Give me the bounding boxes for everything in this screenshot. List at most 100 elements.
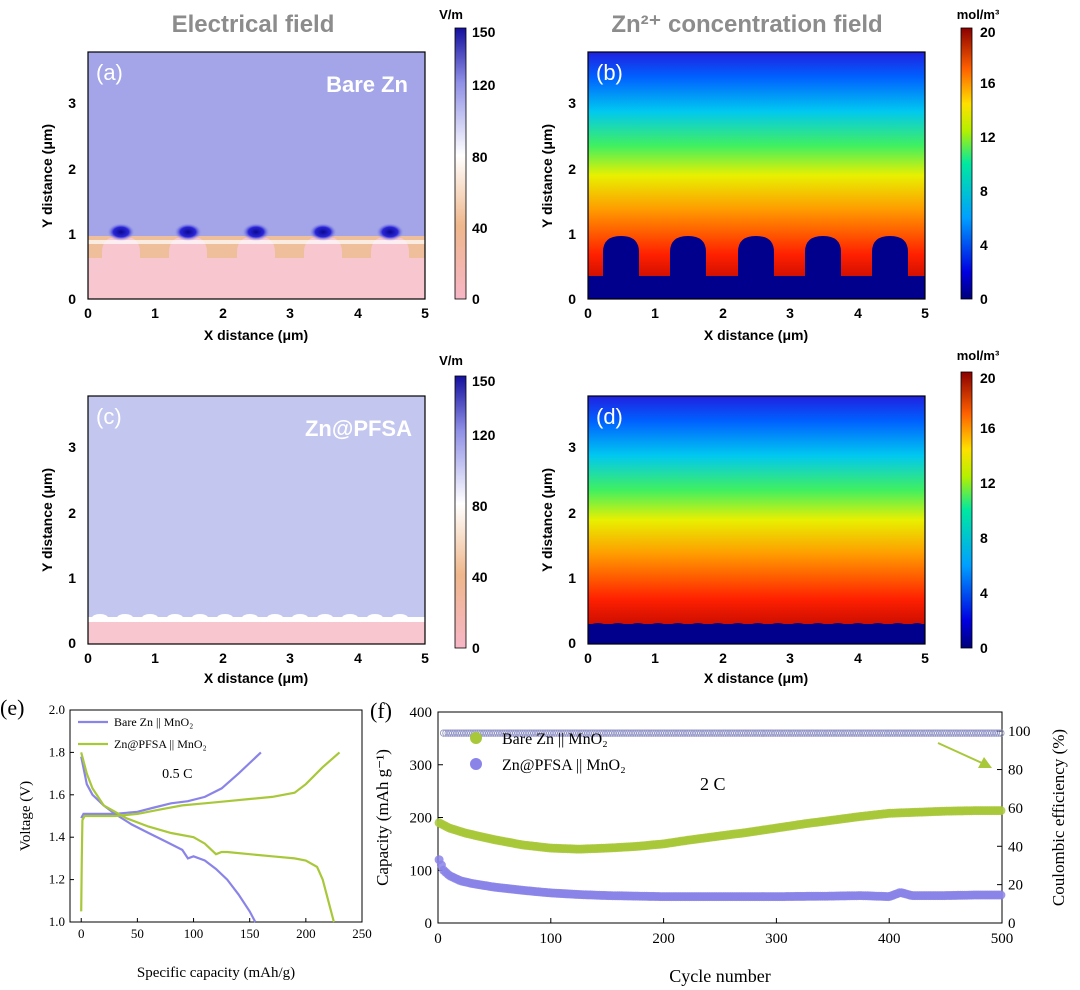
panel-c-label: Zn@PFSA	[305, 416, 412, 441]
panel-b: (b) Y distance (μm) X distance (μm) 0 1 …	[539, 7, 1000, 343]
data-point	[888, 729, 897, 737]
panel-e-frame	[69, 709, 363, 923]
y-tick-label: 300	[410, 758, 433, 774]
colorbar-tick: 120	[472, 427, 496, 443]
x-tick-label: 300	[765, 931, 788, 947]
y-tick-label: 1	[568, 226, 576, 242]
panel-c: (c) Zn@PFSA Y distance (μm) X distance (…	[39, 353, 496, 686]
y2-axis-label: Coulombic efficiency (%)	[1049, 729, 1068, 906]
colorbar-tick: 0	[472, 291, 480, 307]
x-tick-label: 4	[854, 305, 862, 321]
y-tick-label: 1.4	[49, 829, 66, 844]
y-tick-label: 1	[568, 570, 576, 586]
series-line	[80, 756, 257, 923]
colorbar-tick: 4	[980, 237, 988, 253]
colorbar-tick: 0	[980, 640, 988, 656]
series-line	[80, 752, 335, 923]
data-point	[708, 729, 716, 737]
data-point	[818, 729, 827, 737]
colorbar-tick: 0	[472, 640, 480, 656]
x-tick-label: 50	[131, 926, 144, 941]
colorbar-tick: 80	[472, 149, 488, 165]
data-point	[992, 729, 1001, 737]
x-tick-label: 5	[921, 305, 929, 321]
colorbar-tick: 8	[980, 183, 988, 199]
data-point	[703, 729, 712, 737]
panel-e-plot: 0 50 100 150 200 250 1.0 1.2 1.4 1.6 1.8 2.0 Specifi…	[18, 702, 372, 981]
x-tick-label: 200	[652, 931, 675, 947]
y-tick-label: 3	[568, 95, 576, 111]
data-point	[482, 729, 491, 737]
x-tick-label: 500	[991, 931, 1014, 947]
data-point	[439, 729, 448, 737]
panel-b-ylabel: Y distance (μm)	[539, 124, 555, 228]
data-point	[624, 729, 633, 737]
y-tick-label: 100	[410, 863, 433, 879]
x-tick-label: 3	[786, 305, 794, 321]
rate-annotation: 0.5 C	[162, 767, 192, 782]
y-tick-label: 3	[568, 439, 576, 455]
panel-c-xlabel: X distance (μm)	[204, 670, 308, 686]
panel-a-protrusions	[88, 223, 425, 299]
y2-tick-label: 20	[1008, 878, 1023, 894]
data-point	[897, 729, 906, 737]
panel-e: (e) 0 50 100 150 200 250 1.0 1.2 1.4 1.6 1.8 2.0 Spe…	[0, 695, 372, 981]
x-tick-label: 2	[219, 305, 227, 321]
panel-a-xticks: 0 1 2 3 4 5	[84, 305, 429, 321]
panel-c-electrode-base	[88, 622, 425, 644]
efficiency-series	[439, 729, 1005, 737]
data-point	[503, 729, 511, 737]
data-point	[996, 890, 1006, 900]
legend-label: Bare Zn || MnO₂	[502, 731, 608, 748]
data-point	[480, 729, 488, 737]
y2-tick-label: 60	[1008, 801, 1023, 817]
panel-c-bumps	[92, 614, 408, 622]
panel-b-xlabel: X distance (μm)	[704, 327, 808, 343]
x-axis-label: Specific capacity (mAh/g)	[137, 965, 295, 981]
colorbar-tick: 120	[472, 77, 496, 93]
data-point	[536, 729, 545, 737]
x-tick-label: 4	[354, 650, 362, 666]
x-tick-label: 3	[286, 305, 294, 321]
data-point	[911, 729, 919, 737]
data-point	[620, 729, 628, 737]
data-point	[717, 729, 725, 737]
x-tick-label: 1	[651, 305, 659, 321]
x-tick-label: 1	[151, 650, 159, 666]
panel-d: (d) Y distance (μm) X distance (μm) 0 1 …	[539, 348, 1000, 686]
panel-f: (f) 0 100 200 300 400 50001002003004000204060…	[370, 698, 1068, 986]
y-tick-label: 1.8	[49, 744, 65, 759]
data-point	[458, 729, 466, 737]
panel-c-colorbar: V/m 0 40 80 120 150	[439, 353, 495, 656]
colorbar-tick: 20	[980, 24, 996, 40]
x-tick-label: 3	[786, 650, 794, 666]
data-point	[532, 729, 540, 737]
data-point	[712, 729, 721, 737]
data-point	[997, 729, 1005, 737]
panel-a-label: Bare Zn	[326, 72, 408, 97]
panel-b-xticks: 0 1 2 3 4 5	[584, 305, 929, 321]
y-tick-label: 0	[425, 916, 433, 932]
series-line	[80, 751, 262, 819]
data-point	[606, 729, 615, 737]
y2-tick-label: 0	[1008, 916, 1016, 932]
x-tick-label: 2	[719, 650, 727, 666]
legend-label: Zn@PFSA || MnO₂	[502, 757, 626, 774]
data-point	[800, 729, 809, 737]
y-tick-label: 2	[68, 505, 76, 521]
data-point	[814, 729, 822, 737]
rate-annotation: 2 C	[700, 774, 726, 794]
x-tick-label: 400	[878, 931, 901, 947]
colorbar-unit: mol/m³	[957, 348, 1000, 363]
y-axis-label: Capacity (mAh g⁻¹)	[373, 749, 392, 886]
colorbar-tick: 0	[980, 291, 988, 307]
x-tick-label: 0	[584, 305, 592, 321]
data-point	[518, 729, 527, 737]
column-title-concentration: Zn²⁺ concentration field	[611, 11, 882, 38]
data-point	[994, 729, 1003, 737]
colorbar-tick: 150	[472, 24, 496, 40]
capacity-series	[434, 806, 1006, 854]
x-tick-label: 5	[421, 650, 429, 666]
y2-tick-label: 80	[1008, 763, 1023, 779]
